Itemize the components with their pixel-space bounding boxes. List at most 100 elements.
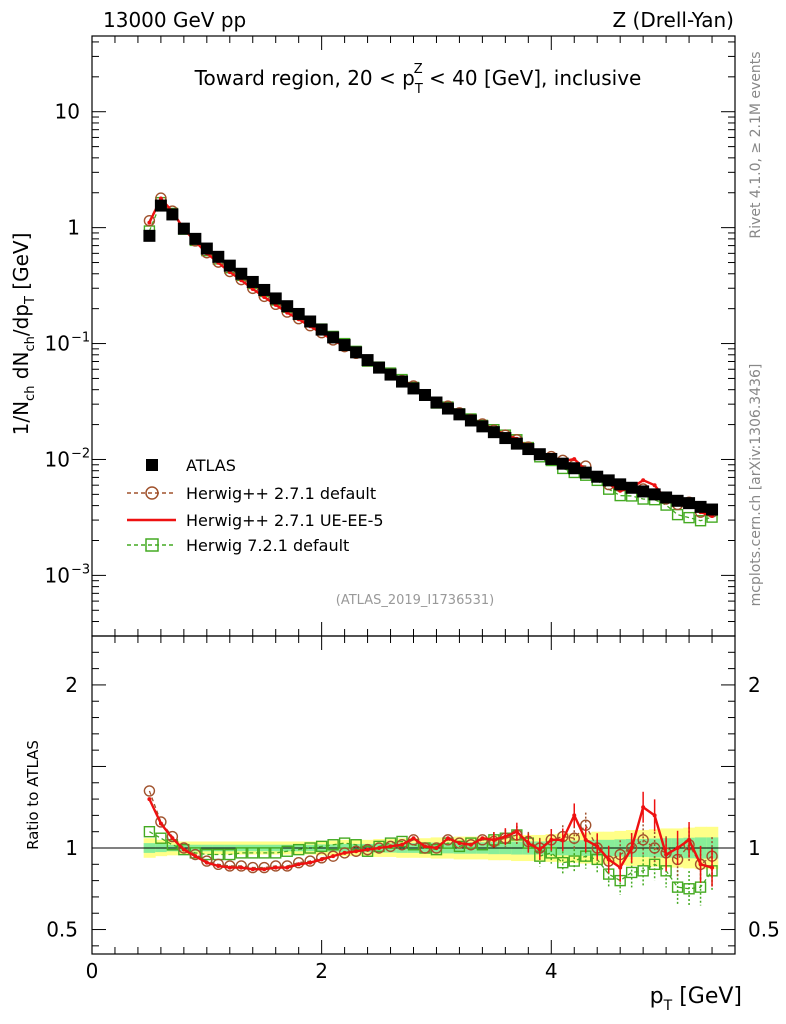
series-point-ratio-1 (637, 834, 649, 846)
series-point-ratio-2 (537, 847, 542, 852)
series-point-ratio-2 (514, 829, 519, 834)
atlas-data-point (533, 448, 546, 461)
series-point-ratio-1 (235, 860, 247, 872)
ratio-axis-ticks: 2 2 1 1 0.5 0.5 (46, 651, 780, 947)
series-point-ratio-2 (641, 805, 646, 810)
y-tick-label-main: 10 (45, 332, 70, 356)
atlas-data-point (591, 470, 604, 483)
series-point-ratio-2 (342, 850, 347, 855)
atlas-data-point (396, 375, 409, 388)
series-point-ratio-2 (480, 836, 485, 841)
atlas-data-point (683, 497, 696, 510)
series-point-main-2 (652, 483, 657, 488)
y-tick-label-ratio-right: 1 (748, 836, 761, 860)
atlas-data-point (373, 361, 386, 374)
atlas-data-point (510, 437, 523, 450)
series-point-ratio-2 (687, 837, 692, 842)
series-point-ratio-3 (671, 881, 684, 893)
header-left: 13000 GeV pp (103, 8, 246, 32)
y-tick-label-ratio-right: 0.5 (748, 918, 780, 942)
series-point-ratio-3 (224, 848, 236, 861)
atlas-data-point (338, 339, 351, 352)
series-point-ratio-2 (262, 867, 267, 872)
series-point-ratio-2 (204, 860, 209, 865)
series-point-main-2 (147, 220, 152, 225)
series-point-ratio-2 (308, 860, 313, 865)
series-point-ratio-2 (239, 865, 244, 870)
series-point-main-2 (250, 286, 255, 291)
y-tick-label-ratio: 0.5 (46, 918, 78, 942)
series-point-ratio-3 (648, 858, 661, 871)
ratio-panel: 2 2 1 1 0.5 0.5 (46, 635, 780, 955)
atlas-data-point (258, 283, 271, 296)
series-point-ratio-2 (411, 836, 416, 841)
series-point-ratio-1 (648, 842, 661, 854)
y-tick-label-ratio: 1 (65, 836, 78, 860)
atlas-data-point (350, 346, 363, 359)
series-point-ratio-1 (270, 860, 282, 872)
atlas-data-point (166, 208, 179, 221)
y-tick-label-main: 10 (45, 563, 70, 587)
atlas-data-point (212, 250, 225, 263)
series-point-ratio-2 (400, 842, 405, 847)
atlas-data-point (602, 474, 615, 487)
series-point-main-3 (694, 514, 707, 527)
series-point-ratio-3 (201, 848, 213, 861)
series-point-ratio-2 (193, 854, 198, 859)
ratio-panel-frame (91, 635, 736, 955)
series-point-ratio-3 (557, 856, 569, 869)
series-point-ratio-1 (178, 842, 190, 854)
watermark: (ATLAS_2019_I1736531) (336, 593, 494, 608)
atlas-data-point (671, 494, 684, 507)
series-point-ratio-1 (143, 785, 156, 797)
series-point-ratio-2 (572, 813, 577, 818)
x-axis-ticks: 0 2 4 (86, 36, 736, 983)
series-point-ratio-2 (365, 847, 370, 852)
series-point-ratio-2 (618, 865, 623, 870)
atlas-data-point (361, 354, 374, 367)
series-point-ratio-2 (377, 846, 382, 850)
atlas-data-point (269, 292, 282, 305)
series-point-ratio-2 (354, 849, 359, 854)
series-line-ratio-3 (149, 831, 713, 890)
series-point-ratio-3 (155, 832, 167, 844)
atlas-data-point (545, 452, 558, 465)
atlas-data-point (453, 408, 466, 421)
series-point-ratio-2 (457, 841, 462, 846)
main-y-axis-label: 1/Nch dNch/dpT [GeV] (9, 233, 38, 436)
atlas-data-point (637, 485, 650, 498)
atlas-data-point (556, 457, 569, 470)
legend-label-herwigpp-default: Herwig++ 2.7.1 default (186, 484, 376, 503)
series-point-ratio-3 (327, 839, 339, 851)
x-tick-label: 4 (545, 959, 558, 983)
series-point-ratio-2 (158, 821, 163, 826)
series-point-ratio-1 (166, 830, 179, 843)
atlas-data-point (625, 481, 638, 494)
y-tick-label-main: 1 (67, 216, 80, 240)
atlas-data-point (487, 426, 500, 439)
atlas-data-point (143, 229, 156, 242)
series-point-ratio-2 (296, 862, 301, 867)
series-point-main-1 (143, 215, 156, 227)
series-point-ratio-2 (468, 842, 473, 847)
atlas-data-point (568, 462, 581, 475)
legend-label-herwigpp-ueee5: Herwig++ 2.7.1 UE-EE-5 (186, 511, 384, 530)
series-point-ratio-3 (637, 865, 649, 877)
rivet-version-label: Rivet 4.1.0, ≥ 2.1M events (748, 51, 764, 238)
series-point-main-2 (158, 196, 163, 201)
y-tick-exponent-main: −1 (71, 331, 90, 346)
series-point-ratio-3 (304, 842, 316, 854)
y-tick-exponent-main: −2 (71, 446, 90, 461)
atlas-data-point (223, 259, 236, 272)
series-point-ratio-2 (422, 844, 427, 849)
series-point-main-2 (262, 294, 267, 299)
legend-label-herwig7-default: Herwig 7.2.1 default (186, 536, 349, 555)
series-point-ratio-2 (250, 867, 255, 872)
atlas-data-point (614, 478, 627, 491)
atlas-data-point (154, 199, 167, 212)
atlas-data-point (384, 368, 397, 381)
atlas-data-point (292, 307, 305, 320)
series-point-ratio-2 (675, 846, 680, 850)
legend: ATLAS Herwig++ 2.7.1 default Herwig++ 2.… (127, 456, 384, 555)
